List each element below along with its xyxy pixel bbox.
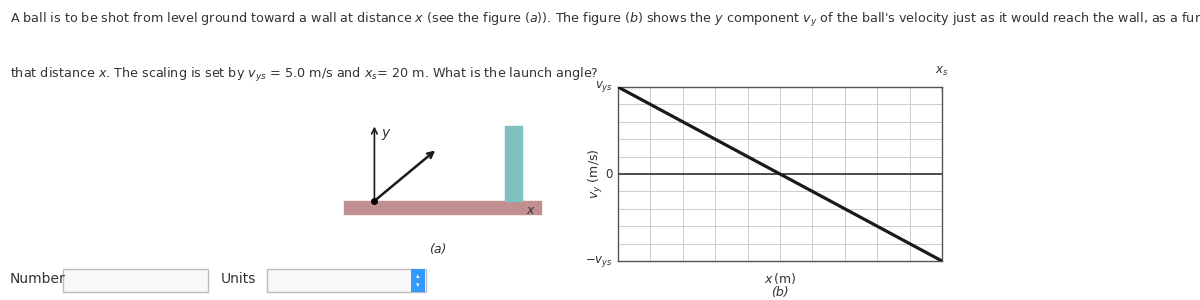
Text: that distance $x$. The scaling is set by $v_{ys}$ = 5.0 m/s and $x_s$= 20 m. Wha: that distance $x$. The scaling is set by…: [10, 66, 599, 84]
Text: Number: Number: [10, 272, 66, 286]
Text: $-v_{ys}$: $-v_{ys}$: [586, 254, 613, 268]
Text: A ball is to be shot from level ground toward a wall at distance $x$ (see the fi: A ball is to be shot from level ground t…: [10, 11, 1200, 29]
Text: $y$: $y$: [380, 127, 391, 142]
X-axis label: $x\,\mathrm{(m)}$: $x\,\mathrm{(m)}$: [763, 272, 797, 286]
Bar: [344, 201, 541, 214]
Text: ▴: ▴: [416, 273, 420, 279]
Text: $x$: $x$: [526, 204, 535, 217]
Text: (b): (b): [772, 286, 788, 299]
Text: $0$: $0$: [605, 167, 613, 181]
Bar: [62, 269, 208, 292]
Bar: [410, 269, 425, 292]
Bar: [268, 269, 426, 292]
Text: (a): (a): [428, 243, 446, 256]
Bar: [505, 126, 522, 201]
Y-axis label: $v_y\ \mathrm{(m/s)}$: $v_y\ \mathrm{(m/s)}$: [587, 149, 605, 199]
Text: ▾: ▾: [416, 282, 420, 288]
Text: $v_{ys}$: $v_{ys}$: [595, 80, 613, 94]
Text: Units: Units: [221, 272, 257, 286]
Text: $x_s$: $x_s$: [935, 65, 949, 78]
